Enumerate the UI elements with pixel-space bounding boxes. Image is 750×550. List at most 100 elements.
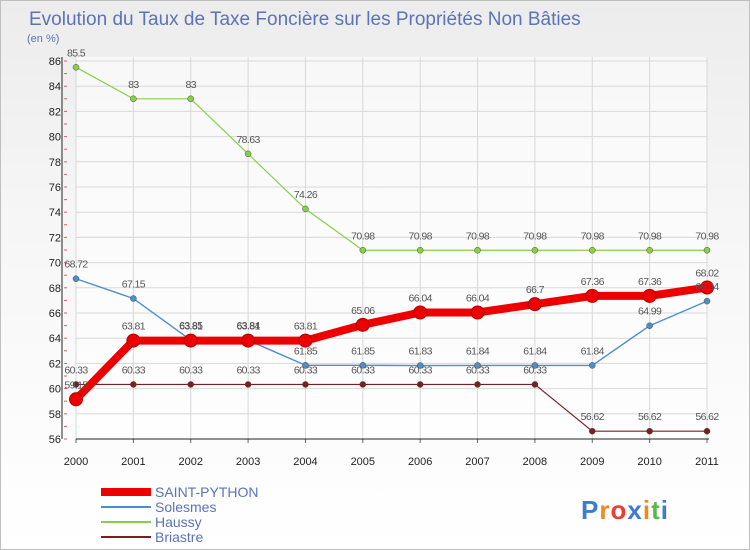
data-label: 56.62 bbox=[638, 411, 662, 423]
legend-label: Solesmes bbox=[155, 499, 216, 515]
series-line bbox=[75, 383, 708, 432]
data-point bbox=[187, 95, 194, 103]
data-point bbox=[244, 150, 252, 158]
data-point bbox=[703, 247, 711, 254]
brand-letter: r bbox=[599, 495, 610, 525]
data-label: 61.85 bbox=[294, 345, 318, 357]
data-label: 59.15 bbox=[64, 379, 88, 391]
legend-label: Haussy bbox=[155, 514, 202, 530]
y-tick-label: 56 bbox=[49, 434, 61, 446]
data-label: 60.33 bbox=[122, 364, 146, 376]
data-point bbox=[646, 427, 653, 435]
x-tick-label: 2006 bbox=[408, 456, 432, 468]
data-point bbox=[589, 247, 596, 254]
data-point bbox=[130, 295, 137, 302]
data-label: 66.94 bbox=[695, 281, 719, 293]
data-label: 60.33 bbox=[179, 364, 203, 376]
data-label: 63.81 bbox=[236, 321, 260, 333]
data-label: 63.85 bbox=[179, 320, 203, 332]
data-label: 74.26 bbox=[294, 189, 318, 201]
data-point bbox=[646, 247, 653, 254]
plot-area bbox=[76, 57, 707, 439]
series-briastre bbox=[72, 381, 711, 435]
data-label: 65.06 bbox=[351, 305, 375, 317]
series-lines bbox=[69, 64, 714, 435]
y-tick-label: 62 bbox=[49, 358, 61, 370]
data-point bbox=[72, 275, 80, 282]
legend-label: Briastre bbox=[155, 529, 203, 545]
data-label: 70.98 bbox=[409, 230, 433, 242]
data-label: 61.84 bbox=[466, 345, 490, 357]
y-tick-label: 74 bbox=[49, 207, 61, 219]
data-point bbox=[298, 333, 313, 348]
x-tick-label: 2010 bbox=[637, 456, 661, 468]
data-label: 68.02 bbox=[695, 268, 719, 280]
data-label: 63.84 bbox=[236, 320, 260, 332]
data-label: 61.83 bbox=[409, 346, 433, 358]
data-label: 61.85 bbox=[351, 345, 375, 357]
data-point bbox=[589, 427, 596, 435]
data-point bbox=[531, 381, 539, 388]
y-tick-label: 68 bbox=[49, 283, 61, 295]
data-label: 56.62 bbox=[695, 411, 719, 423]
data-point bbox=[474, 362, 481, 369]
data-labels: 59.15 63.81 63.81 63.81 63.81 65.06 66.04 66.04… bbox=[64, 47, 720, 423]
legend-label: SAINT-PYTHON bbox=[155, 484, 258, 500]
data-point bbox=[700, 280, 714, 295]
y-tick-label: 84 bbox=[49, 81, 61, 93]
brand-letter: t bbox=[651, 495, 661, 525]
data-label: 60.33 bbox=[351, 364, 375, 376]
y-tick-label: 60 bbox=[49, 384, 61, 396]
data-point bbox=[130, 95, 137, 103]
x-tick-label: 2001 bbox=[121, 456, 145, 468]
data-point bbox=[72, 381, 80, 388]
data-label: 70.98 bbox=[638, 230, 662, 242]
data-point bbox=[187, 381, 194, 388]
data-point bbox=[72, 64, 80, 71]
data-label: 63.81 bbox=[179, 321, 203, 333]
data-label: 60.33 bbox=[236, 364, 260, 376]
axes: 56 58 60 62 64 66 68 70 72 74 76 78 80 82 84 86 2000 2001… bbox=[49, 56, 719, 468]
data-label: 61.84 bbox=[523, 345, 547, 357]
data-point bbox=[302, 205, 309, 213]
legend-item: SAINT-PYTHON bbox=[101, 484, 258, 500]
x-tick-label: 2004 bbox=[293, 456, 317, 468]
brand-letter: P bbox=[581, 495, 599, 525]
data-point bbox=[355, 317, 370, 332]
data-label: 61.84 bbox=[581, 345, 605, 357]
data-point bbox=[130, 381, 137, 388]
data-label: 56.62 bbox=[581, 411, 605, 423]
data-label: 60.33 bbox=[294, 364, 318, 376]
legend-item: Solesmes bbox=[101, 499, 216, 515]
data-point bbox=[413, 305, 428, 320]
data-label: 63.81 bbox=[122, 321, 146, 333]
x-tick-label: 2007 bbox=[465, 456, 489, 468]
series-line bbox=[75, 278, 708, 367]
x-tick-label: 2005 bbox=[351, 456, 375, 468]
series-line bbox=[75, 66, 708, 251]
data-point bbox=[703, 427, 711, 435]
y-tick-label: 70 bbox=[49, 258, 61, 270]
data-label: 83 bbox=[128, 79, 139, 91]
data-point bbox=[183, 333, 198, 348]
data-point bbox=[241, 333, 256, 348]
data-label: 85.5 bbox=[67, 47, 86, 59]
data-label: 66.04 bbox=[409, 292, 433, 304]
data-point bbox=[359, 381, 367, 388]
unit-label: (en %) bbox=[27, 33, 59, 45]
data-point bbox=[703, 297, 711, 305]
data-point bbox=[531, 247, 539, 254]
data-label: 60.33 bbox=[64, 364, 88, 376]
data-point bbox=[585, 288, 600, 303]
series-line bbox=[72, 283, 711, 404]
x-tick-label: 2009 bbox=[580, 456, 604, 468]
brand-letter: o bbox=[610, 495, 627, 525]
data-label: 63.81 bbox=[294, 321, 318, 333]
data-label: 66.7 bbox=[526, 284, 545, 296]
chart-title: Evolution du Taux de Taxe Foncière sur l… bbox=[29, 9, 581, 30]
brand-letter: i bbox=[643, 495, 651, 525]
data-label: 70.98 bbox=[466, 230, 490, 242]
data-label: 60.33 bbox=[466, 364, 490, 376]
